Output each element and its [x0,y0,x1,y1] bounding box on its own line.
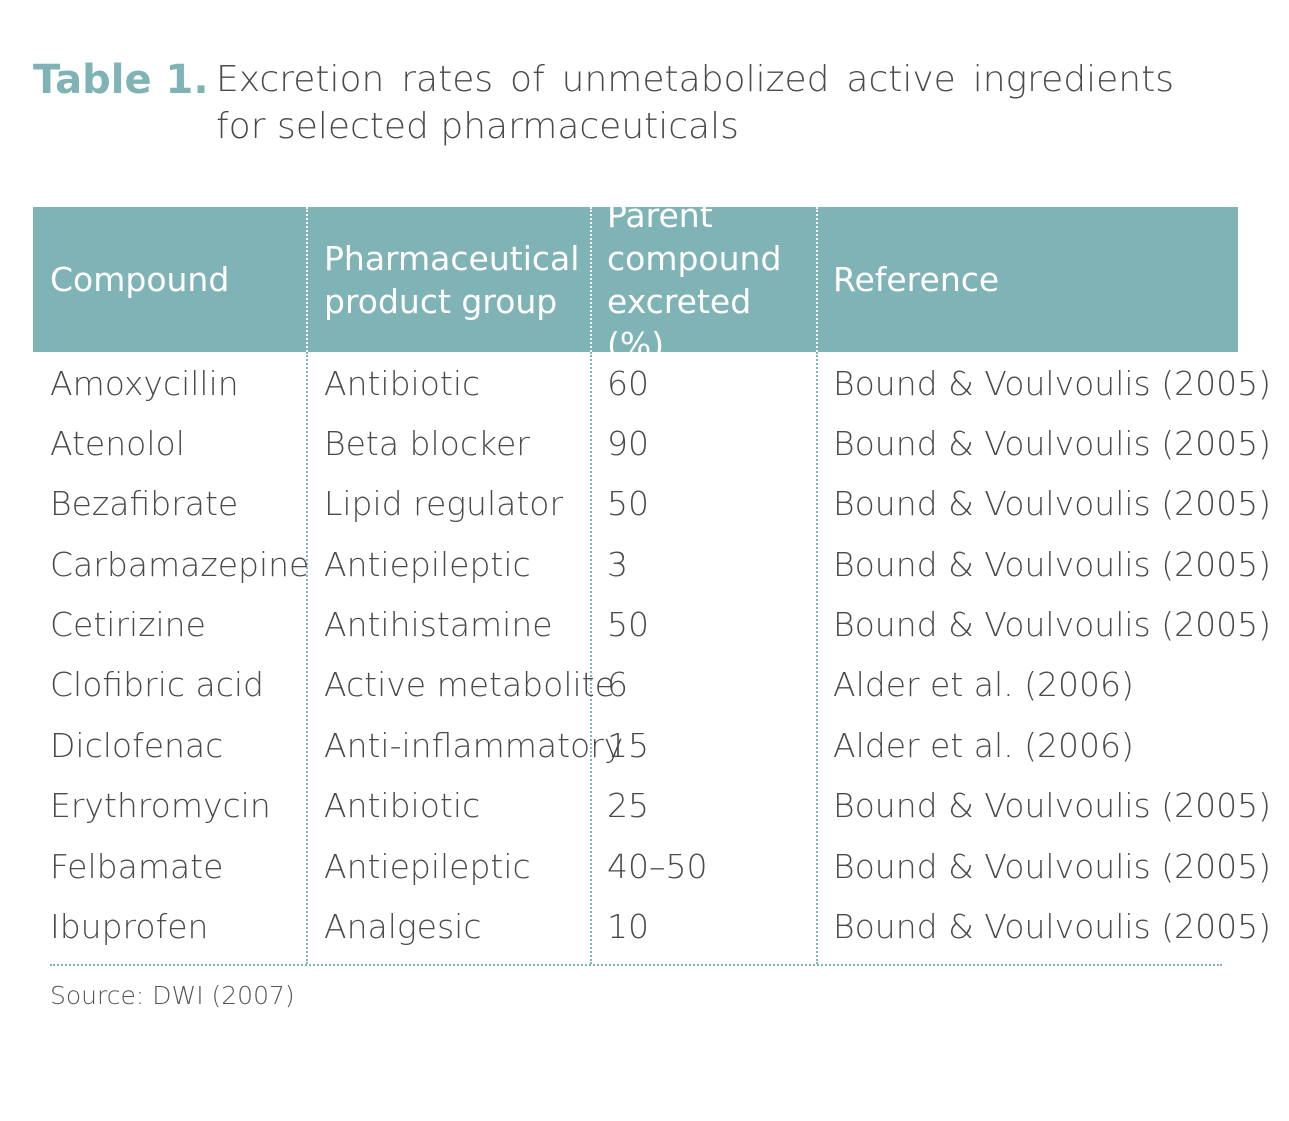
cell-compound: Clofibric acid [50,665,264,704]
table-header-row: Compound Pharmaceutical product group Pa… [33,195,1238,364]
cell-compound: Bezafibrate [50,484,239,523]
source-note: Source: DWI (2007) [50,981,295,1010]
cell-reference: Bound & Voulvoulis (2005) [833,364,1271,403]
cell-reference: Bound & Voulvoulis (2005) [833,484,1271,523]
header-column-divider [816,207,818,352]
cell-product-group: Antihistamine [324,605,553,644]
header-compound: Compound [50,260,230,299]
cell-reference: Bound & Voulvoulis (2005) [833,545,1271,584]
table-row: Cetirizine Antihistamine 50 Bound & Voul… [33,595,1271,655]
table-row: Clofibric acid Active metabolite 6 Alder… [33,655,1238,715]
table-row: Carbamazepine Antiepileptic 3 Bound & Vo… [33,535,1271,595]
cell-reference: Bound & Voulvoulis (2005) [833,424,1271,463]
cell-product-group: Antiepileptic [324,545,531,584]
cell-reference: Bound & Voulvoulis (2005) [833,847,1271,886]
table-row: Ibuprofen Analgesic 10 Bound & Voulvouli… [33,897,1271,957]
table-row: Bezafibrate Lipid regulator 50 Bound & V… [33,474,1271,534]
table-row: Atenolol Beta blocker 90 Bound & Voulvou… [33,414,1271,474]
cell-product-group: Antiepileptic [324,847,531,886]
cell-excreted-percent: 15 [607,726,649,765]
cell-product-group: Active metabolite [324,665,615,704]
header-excreted-percent: Parent compound excreted (%) [607,195,782,364]
cell-excreted-percent: 50 [607,605,649,644]
body-column-divider [590,352,592,964]
table-body: Amoxycillin Antibiotic 60 Bound & Voulvo… [33,352,1271,967]
table-row: Felbamate Antiepileptic 40–50 Bound & Vo… [33,837,1271,897]
cell-compound: Felbamate [50,847,224,886]
table-caption: Excretion rates of unmetabolized active … [216,59,1174,147]
cell-product-group: Beta blocker [324,424,530,463]
cell-product-group: Antibiotic [324,364,481,403]
table-row: Diclofenac Anti-inflammatory 15 Alder et… [33,716,1238,776]
table-bottom-rule [50,964,1222,966]
table-row: Erythromycin Antibiotic 25 Bound & Voulv… [33,776,1271,836]
cell-compound: Amoxycillin [50,364,239,403]
cell-excreted-percent: 50 [607,484,649,523]
excretion-rates-table: Compound Pharmaceutical product group Pa… [33,195,1271,967]
cell-excreted-percent: 90 [607,424,649,463]
cell-product-group: Analgesic [324,907,482,946]
cell-reference: Alder et al. (2006) [833,726,1134,765]
cell-reference: Bound & Voulvoulis (2005) [833,786,1271,825]
cell-excreted-percent: 60 [607,364,649,403]
cell-compound: Erythromycin [50,786,271,825]
header-column-divider [590,207,592,352]
table-number-label: Table 1. [33,57,209,103]
cell-reference: Bound & Voulvoulis (2005) [833,605,1271,644]
cell-excreted-percent: 10 [607,907,649,946]
cell-product-group: Lipid regulator [324,484,564,523]
cell-reference: Bound & Voulvoulis (2005) [833,907,1271,946]
header-column-divider [306,207,308,352]
body-column-divider [306,352,308,964]
cell-product-group: Antibiotic [324,786,481,825]
header-reference: Reference [833,260,1000,299]
body-column-divider [816,352,818,964]
cell-compound: Carbamazepine [50,545,310,584]
cell-compound: Ibuprofen [50,907,209,946]
cell-compound: Atenolol [50,424,185,463]
cell-excreted-percent: 40–50 [607,847,708,886]
cell-excreted-percent: 3 [607,545,628,584]
cell-compound: Diclofenac [50,726,224,765]
cell-compound: Cetirizine [50,605,206,644]
header-product-group: Pharmaceutical product group [324,238,580,321]
cell-product-group: Anti-inflammatory [324,726,624,765]
cell-excreted-percent: 6 [607,665,628,704]
cell-reference: Alder et al. (2006) [833,665,1134,704]
table-row: Amoxycillin Antibiotic 60 Bound & Voulvo… [33,354,1271,414]
cell-excreted-percent: 25 [607,786,649,825]
